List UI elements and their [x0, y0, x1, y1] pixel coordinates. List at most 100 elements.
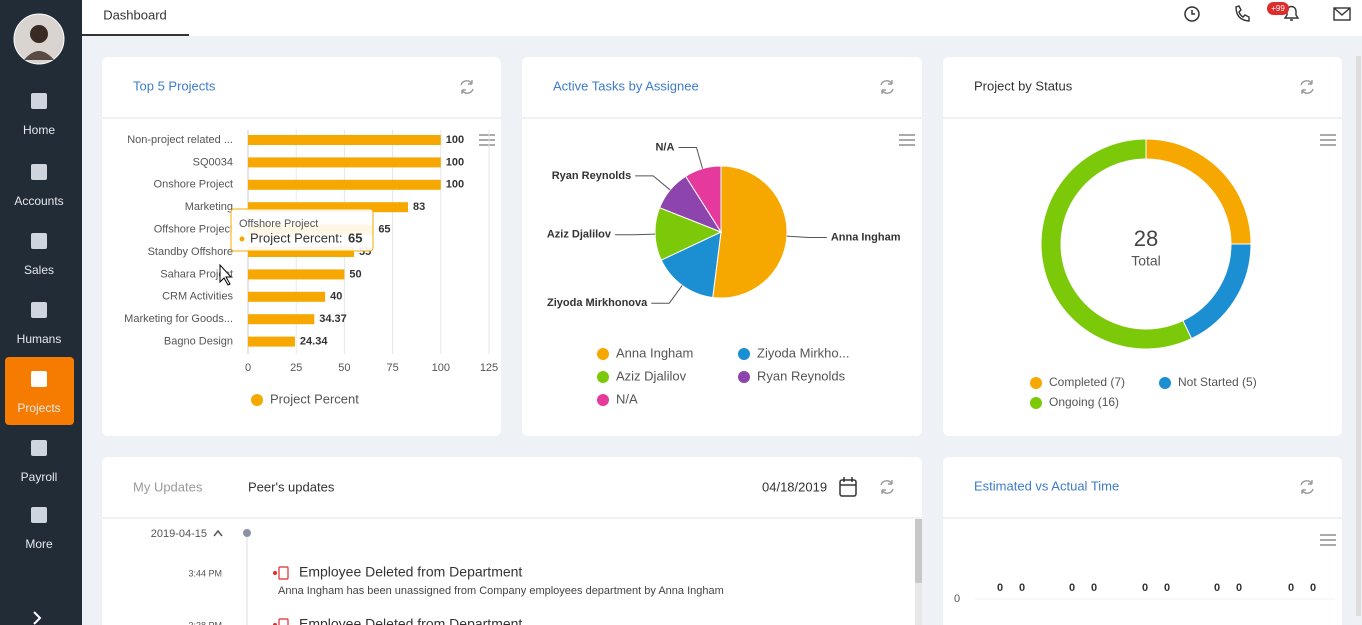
- card-title: Project by Status: [974, 78, 1073, 93]
- category-label: Non-project related ...: [127, 134, 233, 146]
- updates-scrollbar[interactable]: [915, 519, 922, 583]
- x-tick-label: 0: [245, 362, 251, 374]
- value-label: 100: [446, 179, 464, 191]
- nav-label[interactable]: Home: [23, 123, 55, 137]
- nav-icon[interactable]: [31, 371, 47, 387]
- bar: [248, 314, 315, 325]
- bar: [248, 291, 326, 302]
- phone-icon[interactable]: [1235, 5, 1250, 22]
- badge: [1267, 2, 1289, 15]
- category-label: Sahara Project: [160, 268, 233, 280]
- mail-icon[interactable]: [1333, 7, 1351, 21]
- group-dot: [243, 529, 251, 537]
- legend-swatch: [597, 371, 609, 383]
- slice-label: Aziz Djalilov: [547, 229, 612, 241]
- legend-swatch: [597, 348, 609, 360]
- value-label: 0: [1069, 582, 1075, 594]
- nav-icon[interactable]: [31, 233, 47, 249]
- leader-line: [615, 233, 656, 236]
- category-label: Onshore Project: [154, 179, 233, 191]
- tooltip-dot: [239, 236, 245, 242]
- updates-tab[interactable]: My Updates: [133, 479, 203, 494]
- slice-label: Ziyoda Mirkhonova: [547, 297, 648, 309]
- value-label: 34.37: [319, 313, 347, 325]
- value-label: 0: [1310, 582, 1316, 594]
- category-label: CRM Activities: [162, 291, 233, 303]
- entry-dot: [273, 571, 277, 575]
- nav-icon[interactable]: [31, 440, 47, 456]
- updates-tab[interactable]: Peer's updates: [248, 479, 335, 494]
- nav-label[interactable]: Humans: [17, 332, 62, 346]
- legend-swatch: [1159, 377, 1171, 389]
- value-label: 24.34: [300, 336, 328, 348]
- category-label: Marketing for Goods...: [124, 313, 233, 325]
- divider: [522, 117, 922, 119]
- calendar-icon[interactable]: [839, 479, 857, 497]
- clock-icon[interactable]: [1184, 6, 1200, 22]
- expand-arrow[interactable]: [33, 611, 42, 625]
- value-label: 0: [1164, 582, 1170, 594]
- entry-title: Employee Deleted from Department: [299, 616, 522, 625]
- slice-label: Ryan Reynolds: [552, 170, 631, 182]
- category-label: Standby Offshore: [148, 246, 233, 258]
- x-tick-label: 75: [386, 362, 398, 374]
- legend-label: Aziz Djalilov: [616, 368, 687, 383]
- donut-total: 28: [1134, 226, 1158, 251]
- tooltip-title: Offshore Project: [239, 218, 318, 230]
- nav-icon[interactable]: [31, 302, 47, 318]
- card-title: Top 5 Projects: [133, 78, 216, 93]
- value-label: 0: [1091, 582, 1097, 594]
- slice-label: N/A: [655, 141, 674, 153]
- nav-label[interactable]: Sales: [24, 263, 54, 277]
- tab[interactable]: Dashboard: [103, 7, 167, 22]
- bar: [248, 135, 441, 145]
- calendar-lines: [840, 477, 856, 486]
- legend-swatch: [738, 371, 750, 383]
- category-label: Bagno Design: [164, 336, 233, 348]
- leader-line: [651, 285, 683, 304]
- legend-swatch: [251, 394, 263, 406]
- legend-label: Ongoing (16): [1049, 395, 1119, 409]
- value-label: 0: [1019, 582, 1025, 594]
- tooltip: [230, 208, 374, 252]
- nav-icon[interactable]: [31, 93, 47, 109]
- mail-flap: [1333, 7, 1351, 16]
- value-label: 0: [1236, 582, 1242, 594]
- leader-line: [786, 235, 827, 239]
- cursor: [219, 263, 233, 286]
- x-tick-label: 25: [290, 362, 302, 374]
- legend-swatch: [597, 394, 609, 406]
- value-label: 40: [330, 291, 342, 303]
- value-label: 100: [446, 156, 464, 168]
- y-tick-label: 0: [954, 593, 960, 605]
- legend-label: Ziyoda Mirkho...: [757, 345, 849, 360]
- nav-label[interactable]: Projects: [17, 401, 60, 415]
- nav-label[interactable]: Accounts: [14, 194, 63, 208]
- value-label: 50: [349, 268, 361, 280]
- bar: [248, 157, 441, 168]
- leader-line: [635, 175, 671, 191]
- topbar: [82, 0, 1362, 36]
- category-label: SQ0034: [193, 156, 233, 168]
- bar: [248, 269, 345, 280]
- value-label: 0: [1288, 582, 1294, 594]
- divider: [943, 517, 1342, 519]
- collapse-caret: [213, 529, 223, 537]
- nav-icon[interactable]: [31, 507, 47, 523]
- scrollbar[interactable]: [1356, 56, 1361, 616]
- nav-label[interactable]: Payroll: [21, 470, 58, 484]
- legend-swatch: [1030, 377, 1042, 389]
- divider: [102, 517, 922, 519]
- x-tick-label: 100: [432, 362, 450, 374]
- nav-label[interactable]: More: [25, 537, 53, 551]
- active-item: [5, 357, 74, 425]
- legend-label: Project Percent: [270, 391, 359, 406]
- value-label: 83: [413, 201, 425, 213]
- leader-line: [678, 146, 704, 169]
- entry-description: Anna Ingham has been unassigned from Com…: [278, 585, 724, 597]
- nav-icon[interactable]: [31, 164, 47, 180]
- value-label: 100: [446, 134, 464, 146]
- value-label: 0: [997, 582, 1003, 594]
- value-label: 0: [1142, 582, 1148, 594]
